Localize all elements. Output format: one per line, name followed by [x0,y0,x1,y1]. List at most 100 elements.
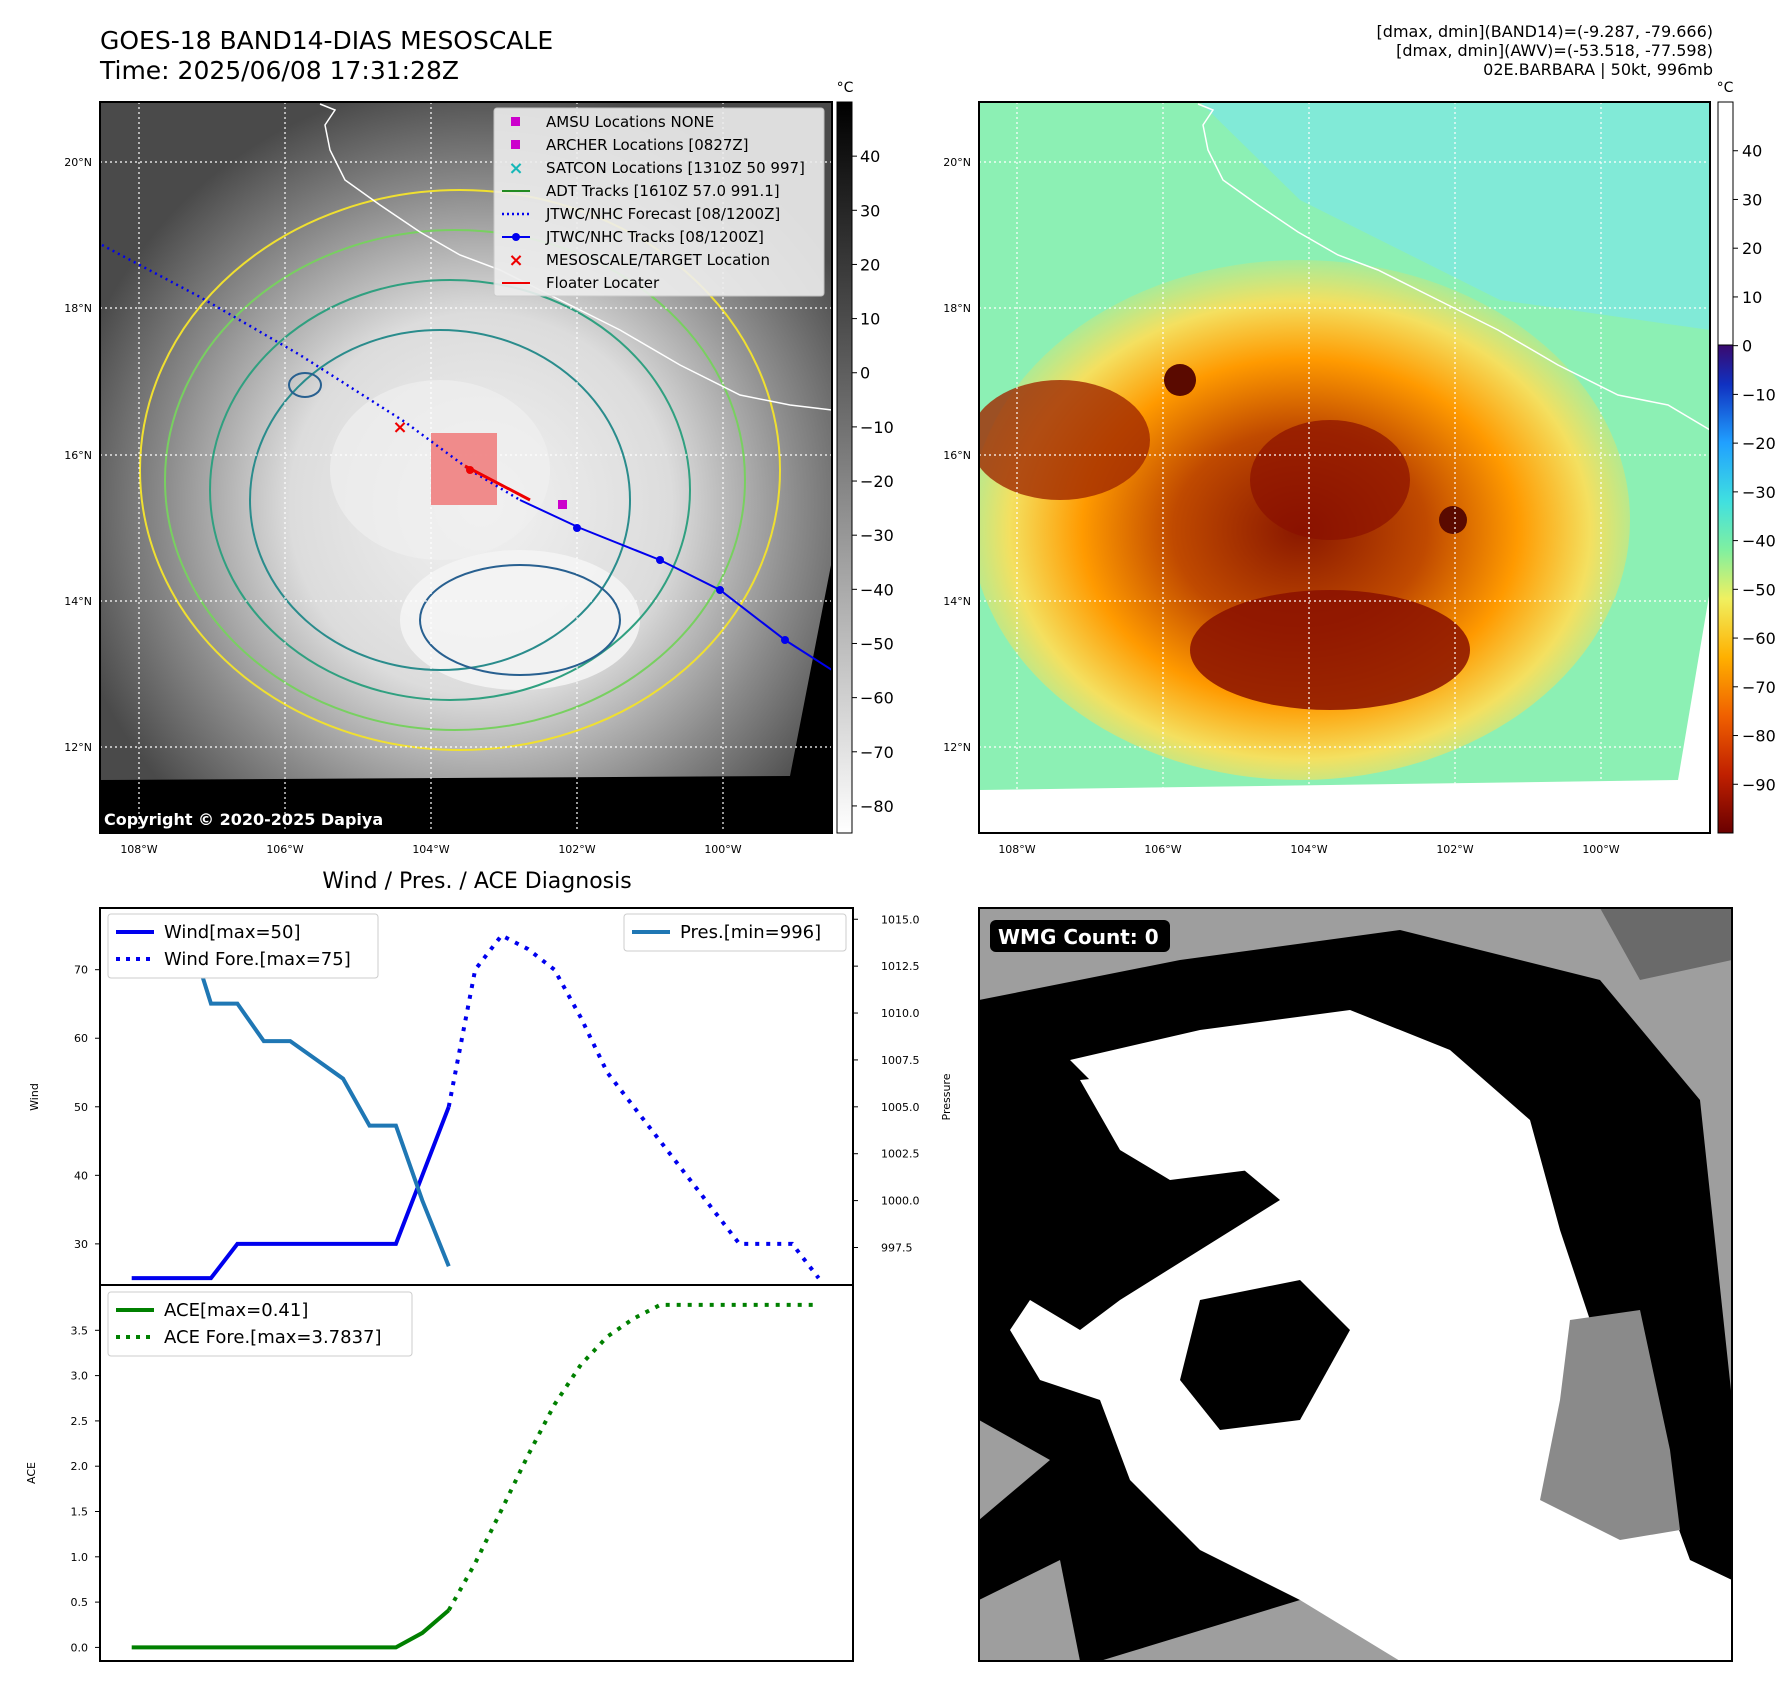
lat-label: 18°N [943,302,971,315]
awv-map [979,102,1710,833]
ir-colorbar-tick-label: −60 [860,689,894,708]
awv-colorbar-tick-label: 40 [1742,142,1762,161]
awv-colorbar-top [1717,101,1734,346]
info-line-3: 02E.BARBARA | 50kt, 996mb [1483,60,1713,79]
awv-colorbar-tick-label: 20 [1742,239,1762,258]
title-line-1: GOES-18 BAND14-DIAS MESOSCALE [100,26,554,55]
awv-map-frame [978,101,1711,834]
awv-colorbar-tick-label: −60 [1742,629,1776,648]
legend-square-marker [511,117,520,126]
ir-colorbar-tick-label: 40 [860,147,880,166]
lon-label: 108°W [998,843,1035,856]
lat-label: 16°N [64,449,92,462]
wmg-frame [978,907,1733,1662]
y-tick-label: 60 [74,1032,88,1045]
y2-tick-label: 1005.0 [881,1101,920,1114]
series-line-1 [447,1302,819,1612]
legend-x-marker: × [508,158,523,179]
legend-x-marker: × [508,250,523,271]
wmg-count-badge [990,920,1170,952]
awv-colorbar-tick-label: 10 [1742,288,1762,307]
lat-label: 14°N [64,595,92,608]
legend-label: MESOSCALE/TARGET Location [546,251,770,269]
y-tick-label: 1.5 [71,1506,89,1519]
lat-label: 18°N [64,302,92,315]
ir-colorbar-unit: °C [837,80,854,96]
awv-colorbar-tick-label: −20 [1742,434,1776,453]
storm-info: [dmax, dmin](BAND14)=(-9.287, -79.666) [… [1377,22,1713,79]
awv-colorbar-tick-label: −50 [1742,580,1776,599]
legend-label: ADT Tracks [1610Z 57.0 991.1] [546,182,780,200]
awv-colorbar-tick-label: −70 [1742,678,1776,697]
y-tick-label: 50 [74,1101,88,1114]
wind-axis-label: Wind [28,1083,41,1111]
y2-tick-label: 1007.5 [881,1054,920,1067]
y2-tick-label: 1010.0 [881,1007,920,1020]
legend-label: JTWC/NHC Tracks [08/1200Z] [545,228,764,246]
lon-label: 102°W [1436,843,1473,856]
y-tick-label: 2.5 [71,1415,89,1428]
y-tick-label: 70 [74,964,88,977]
awv-colorbar-tick-label: −90 [1742,775,1776,794]
ir-colorbar-tick-label: −50 [860,634,894,653]
y-tick-label: 2.0 [71,1460,89,1473]
ir-colorbar-tick-label: 10 [860,310,880,329]
lat-label: 16°N [943,449,971,462]
series-line-1 [446,932,821,1280]
y-tick-label: 3.5 [71,1324,89,1337]
ir-legend: AMSU Locations NONE ARCHER Locations [082… [493,107,825,297]
svg-text:×: × [392,417,407,438]
legend-label: ACE[max=0.41] [164,1300,308,1321]
copyright-text: Copyright © 2020-2025 Dapiya [104,810,383,829]
chart-legend [623,913,847,952]
ir-colorbar-tick-label: −70 [860,743,894,762]
pressure-axis-label: Pressure [940,1073,953,1120]
ir-colorbar-tick-label: −40 [860,580,894,599]
legend-label: Wind Fore.[max=75] [164,949,351,970]
chart-legend [107,1291,413,1357]
y2-tick-label: 1015.0 [881,913,920,926]
series-line-0 [131,1106,451,1281]
awv-colorbar-tick-label: −10 [1742,385,1776,404]
awv-colorbar-tick-label: −30 [1742,483,1776,502]
lon-label: 108°W [120,843,157,856]
lon-label: 106°W [1144,843,1181,856]
y-tick-label: 1.0 [71,1551,89,1564]
ir-colorbar-tick-label: 20 [860,255,880,274]
y-tick-label: 0.0 [71,1641,89,1654]
y-tick-label: 30 [74,1238,88,1251]
ir-colorbar-tick-label: 30 [860,201,880,220]
awv-colorbar-unit: °C [1717,80,1734,96]
lat-label: 20°N [64,156,92,169]
ir-colorbar-tick-label: −80 [860,797,894,816]
lon-label: 100°W [704,843,741,856]
lat-label: 20°N [943,156,971,169]
awv-colorbar-tick-label: −40 [1742,532,1776,551]
wmg-panel [979,908,1732,1661]
lon-label: 104°W [412,843,449,856]
ir-colorbar-tick-label: −30 [860,526,894,545]
lon-label: 100°W [1582,843,1619,856]
legend-label: AMSU Locations NONE [546,113,714,131]
lat-label: 12°N [64,741,92,754]
y-tick-label: 0.5 [71,1596,89,1609]
ir-colorbar-tick-label: 0 [860,364,870,383]
ir-colorbar-tick-label: −10 [860,418,894,437]
info-line-2: [dmax, dmin](AWV)=(-53.518, -77.598) [1396,41,1713,60]
lon-label: 102°W [558,843,595,856]
y2-tick-label: 1012.5 [881,960,920,973]
title-line-2: Time: 2025/06/08 17:31:28Z [100,56,459,85]
awv-colorbar-tick-label: 0 [1742,337,1752,356]
legend-label: ARCHER Locations [0827Z] [546,136,749,154]
y-tick-label: 40 [74,1169,88,1182]
ace-axis-label: ACE [25,1462,38,1484]
legend-square-marker [511,140,520,149]
series-line-0 [131,1608,451,1650]
ir-map: × [100,102,832,833]
diagnosis-title: Wind / Pres. / ACE Diagnosis [322,869,631,894]
chart-legend [107,913,379,979]
legend-dot-marker [512,233,520,241]
info-line-1: [dmax, dmin](BAND14)=(-9.287, -79.666) [1376,22,1713,41]
y2-tick-label: 1002.5 [881,1148,920,1161]
legend-label: Pres.[min=996] [680,922,821,943]
